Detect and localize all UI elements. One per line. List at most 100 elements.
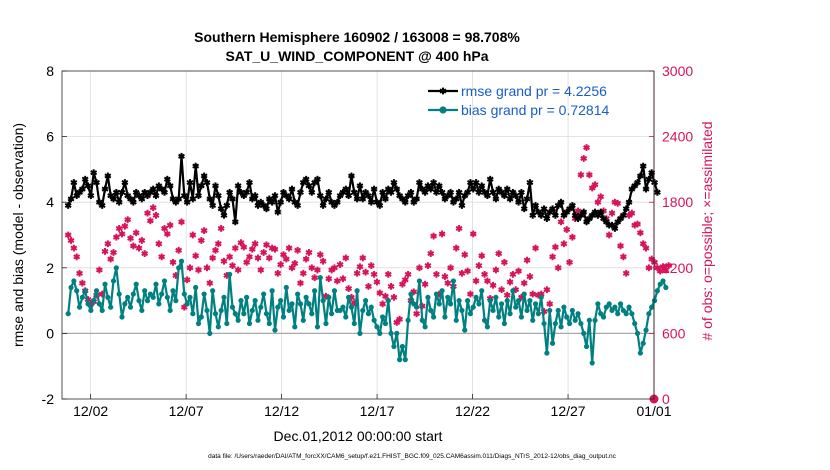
star-core xyxy=(400,282,405,286)
obs-assimilated-point xyxy=(464,267,472,275)
star-core xyxy=(528,274,532,279)
bias-point xyxy=(173,298,179,304)
star-core xyxy=(548,210,552,214)
star-core xyxy=(652,180,657,185)
obs-assimilated-point xyxy=(189,231,197,239)
star-core xyxy=(109,257,113,261)
star-core xyxy=(576,209,580,213)
bias-point xyxy=(660,278,666,284)
bias-point xyxy=(629,311,635,317)
bias-point xyxy=(170,288,176,294)
star-core xyxy=(355,271,359,275)
star-core xyxy=(143,190,147,194)
star-core xyxy=(216,242,220,246)
star-core xyxy=(635,222,640,226)
star-core xyxy=(454,197,458,201)
obs-assimilated-point xyxy=(282,255,290,263)
obs-assimilated-point xyxy=(520,279,528,287)
bias-point xyxy=(224,320,230,327)
star-core xyxy=(548,302,552,306)
obs-assimilated-point xyxy=(163,230,171,238)
rmse-point xyxy=(183,198,191,206)
rmse-point xyxy=(625,198,633,206)
bias-point xyxy=(76,304,83,310)
bias-point xyxy=(258,304,264,310)
star-core xyxy=(264,243,269,247)
star-core xyxy=(242,194,246,198)
star-core xyxy=(565,227,569,232)
star-core xyxy=(332,266,337,270)
obs-assimilated-point xyxy=(124,216,132,224)
bias-point xyxy=(93,288,100,294)
bias-point xyxy=(521,291,527,297)
star-core xyxy=(644,246,648,250)
rmse-point xyxy=(421,188,429,196)
bias-point xyxy=(181,291,187,297)
bias-point xyxy=(329,311,335,317)
star-core xyxy=(366,194,371,198)
obs-assimilated-point xyxy=(155,240,163,248)
obs-assimilated-point xyxy=(246,253,253,261)
obs-assimilated-point xyxy=(146,217,154,225)
star-core xyxy=(230,264,235,268)
star-core xyxy=(216,194,220,198)
rmse-point xyxy=(532,202,540,209)
rmse-point xyxy=(464,188,472,196)
star-core xyxy=(522,207,526,211)
star-core xyxy=(148,190,152,194)
rmse-point xyxy=(288,185,296,193)
bias-point xyxy=(178,258,185,264)
star-core xyxy=(75,194,79,198)
star-core xyxy=(567,260,572,264)
rmse-point xyxy=(308,188,316,196)
axis-ticks: 12/02 12/07 12/12 12/17 12/22 12/27 01/01-2024… xyxy=(42,63,694,419)
rmse-point xyxy=(537,211,545,219)
rmse-point xyxy=(413,195,421,203)
bias-point xyxy=(261,291,267,297)
star-core xyxy=(638,174,642,178)
bias-point xyxy=(583,343,590,350)
star-core xyxy=(154,213,158,217)
star-core xyxy=(406,194,410,198)
bias-point xyxy=(201,291,207,297)
rmse-point xyxy=(234,182,242,190)
star-core xyxy=(205,180,209,185)
star-core xyxy=(145,211,150,215)
obs-assimilated-point xyxy=(73,253,81,261)
bias-point xyxy=(110,278,117,284)
obs-assimilated-point xyxy=(452,244,460,252)
star-core xyxy=(126,194,130,198)
rmse-point xyxy=(195,192,202,200)
obs-assimilated-point xyxy=(634,220,641,228)
obs-assimilated-point xyxy=(376,289,384,297)
bias-point xyxy=(331,288,338,294)
star-core xyxy=(474,180,478,185)
star-core xyxy=(522,281,526,285)
obs-assimilated-point xyxy=(557,218,565,226)
legend: rmse grand pr = 4.2256 bias grand pr = 0.… xyxy=(428,83,609,118)
obs-assimilated-point xyxy=(617,242,624,250)
obs-assimilated-point xyxy=(70,244,78,252)
bias-point xyxy=(130,291,136,297)
star-core xyxy=(202,174,206,178)
legend-label: rmse grand pr = 4.2256 xyxy=(461,83,607,99)
star-core xyxy=(239,241,243,245)
rmse-point xyxy=(639,162,647,170)
x-axis-label: Dec.01,2012 00:00:00 start xyxy=(274,428,443,444)
star-core xyxy=(448,190,453,194)
bias-point xyxy=(65,311,71,317)
bias-point xyxy=(586,317,592,323)
star-core xyxy=(468,180,473,185)
bias-point xyxy=(408,291,414,297)
obs-assimilated-point xyxy=(498,286,506,294)
rmse-point xyxy=(415,179,423,186)
rmse-point xyxy=(483,192,491,200)
bias-point xyxy=(433,291,440,297)
y-tick-label-left: 6 xyxy=(46,129,54,145)
star-core xyxy=(253,242,257,246)
rmse-point xyxy=(214,192,222,200)
obs-assimilated-point xyxy=(121,222,129,230)
star-core xyxy=(644,187,648,191)
obs-assimilated-point xyxy=(387,282,395,290)
bias-point xyxy=(498,301,505,307)
